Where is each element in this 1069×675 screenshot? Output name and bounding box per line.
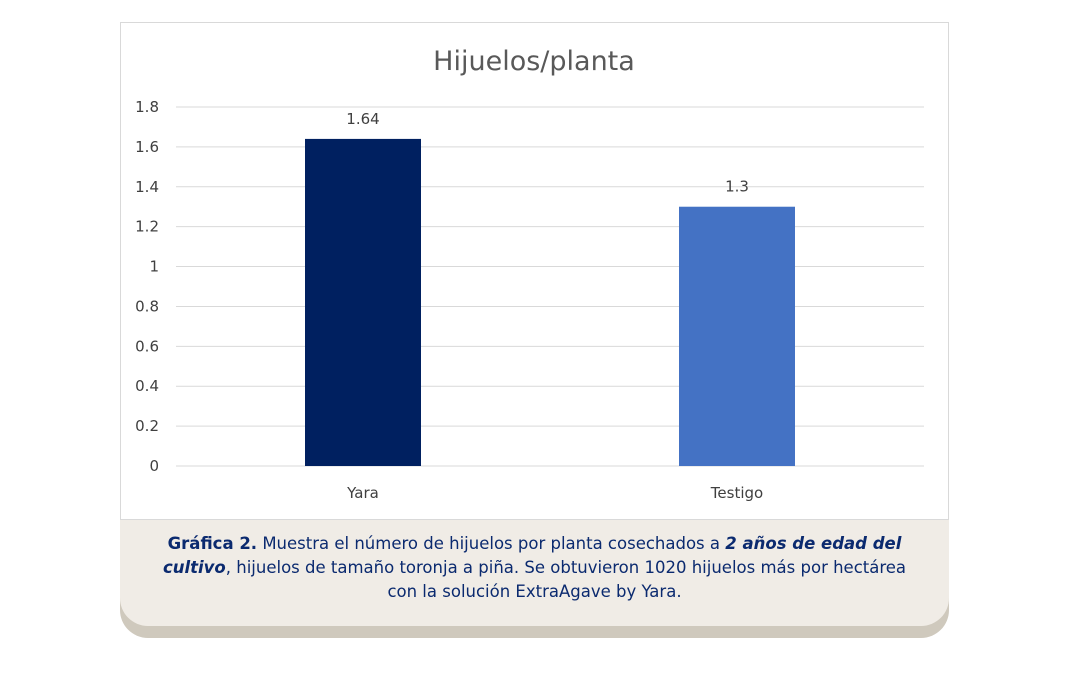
y-tick-label: 1.6	[135, 138, 159, 156]
y-tick-label: 0.4	[135, 377, 159, 395]
data-label: 1.64	[346, 110, 379, 128]
y-tick-label: 0	[149, 457, 159, 475]
bar-chart: Hijuelos/planta 0 0.2 0.4 0.6 0.8 1 1.2 1.4 1.6 1.…	[135, 46, 924, 502]
y-tick-label: 1.4	[135, 178, 159, 196]
caption-lead: Gráfica 2.	[167, 534, 258, 553]
chart-area: Hijuelos/planta 0 0.2 0.4 0.6 0.8 1 1.2 1.4 1.6 1.…	[120, 22, 949, 520]
figure-card: Hijuelos/planta 0 0.2 0.4 0.6 0.8 1 1.2 1.4 1.6 1.…	[120, 22, 949, 638]
y-tick-label: 0.8	[135, 297, 159, 315]
category-label: Testigo	[710, 484, 763, 502]
figure-caption: Gráfica 2. Muestra el número de hijuelos…	[160, 532, 909, 604]
category-label: Yara	[346, 484, 379, 502]
y-tick-label: 0.6	[135, 337, 159, 355]
data-label: 1.3	[725, 178, 749, 196]
caption-text-2: , hijuelos de tamaño toronja a piña. Se …	[225, 558, 907, 601]
y-tick-label: 1.2	[135, 218, 159, 236]
y-tick-label: 1.8	[135, 98, 159, 116]
chart-title: Hijuelos/planta	[433, 46, 635, 77]
card-body: Hijuelos/planta 0 0.2 0.4 0.6 0.8 1 1.2 1.4 1.6 1.…	[120, 22, 949, 626]
y-tick-label: 1	[149, 258, 159, 276]
y-tick-label: 0.2	[135, 417, 159, 435]
bar-testigo	[679, 206, 795, 466]
caption-emphasis: 2 años de edad del cultivo	[162, 534, 902, 577]
caption-text-1: Muestra el número de hijuelos por planta…	[257, 534, 726, 553]
bar-yara	[305, 138, 421, 466]
